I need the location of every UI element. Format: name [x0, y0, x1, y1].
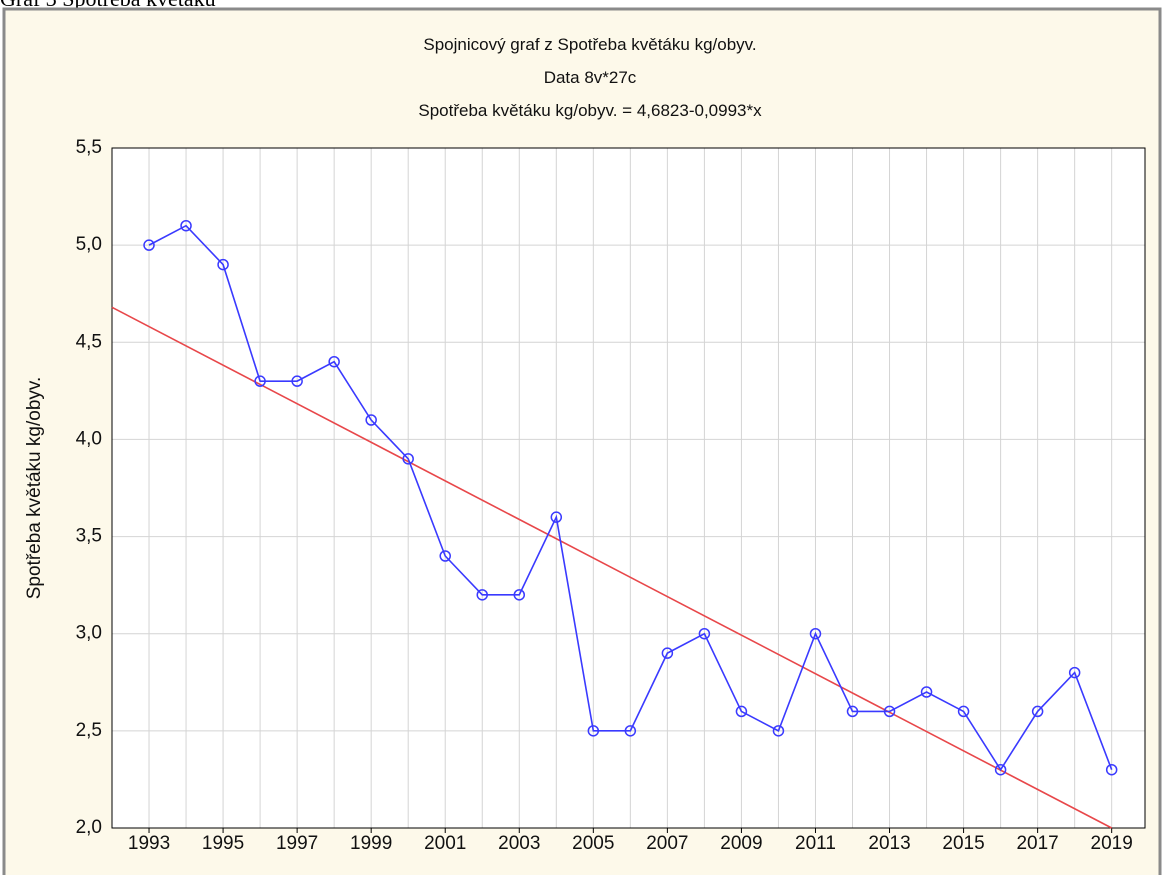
point — [735, 705, 748, 718]
point — [920, 686, 933, 698]
x-tick-label: 2017 — [1016, 833, 1058, 854]
point — [402, 453, 414, 465]
point — [328, 355, 340, 368]
point — [291, 375, 303, 387]
y-axis-label: Spotřeba květáku kg/obyv. — [24, 377, 45, 600]
point — [624, 725, 637, 737]
point — [661, 647, 674, 659]
x-tick-label: 2005 — [572, 833, 614, 854]
y-tick-label: 4,0 — [76, 428, 102, 449]
series-line — [148, 224, 1113, 772]
point — [994, 763, 1007, 776]
point — [513, 589, 526, 601]
point — [846, 705, 859, 718]
x-tick-label: 2011 — [795, 833, 836, 854]
point — [180, 219, 192, 232]
point — [772, 725, 785, 737]
point — [365, 414, 377, 426]
x-tick-label: 2013 — [868, 833, 910, 854]
x-tick-label: 2003 — [498, 833, 540, 854]
point — [809, 627, 822, 640]
plot-border — [111, 147, 1146, 829]
x-tick-label: 2015 — [942, 833, 984, 854]
x-tick-label: 2019 — [1091, 833, 1133, 854]
point — [587, 725, 600, 737]
plot-area — [112, 148, 1145, 828]
point — [883, 705, 896, 718]
chart-title: Spojnicový graf z Spotřeba květáku kg/ob… — [423, 35, 756, 54]
x-tick-label: 2007 — [646, 833, 688, 854]
trend-line — [111, 306, 1113, 829]
point — [1031, 705, 1044, 718]
point — [550, 511, 563, 523]
x-tick-label: 1997 — [276, 833, 318, 854]
point — [698, 627, 711, 640]
point — [476, 589, 489, 601]
point — [957, 705, 970, 718]
point — [1105, 763, 1118, 776]
x-tick-label: 1999 — [350, 833, 392, 854]
point — [217, 258, 229, 271]
x-tick-label: 1995 — [202, 833, 244, 854]
point — [1068, 666, 1081, 679]
y-tick-label: 5,5 — [76, 137, 102, 158]
y-tick-label: 2,0 — [76, 817, 102, 838]
point — [143, 239, 155, 251]
y-tick-label: 3,0 — [76, 623, 102, 644]
equation: Spotřeba květáku kg/obyv. = 4,6823-0,099… — [418, 101, 762, 120]
y-tick-label: 4,5 — [76, 331, 102, 352]
x-tick-label: 1993 — [128, 833, 170, 854]
point — [439, 550, 451, 562]
chart-subtitle: Data 8v*27c — [544, 68, 637, 87]
point — [254, 375, 266, 387]
x-tick-label: 2001 — [424, 833, 466, 854]
y-tick-label: 5,0 — [76, 234, 102, 255]
caption: Graf 3 Spotřeba květáku — [0, 0, 216, 11]
y-tick-label: 2,5 — [76, 720, 102, 741]
x-tick-label: 2009 — [720, 833, 762, 854]
y-tick-label: 3,5 — [76, 526, 102, 547]
